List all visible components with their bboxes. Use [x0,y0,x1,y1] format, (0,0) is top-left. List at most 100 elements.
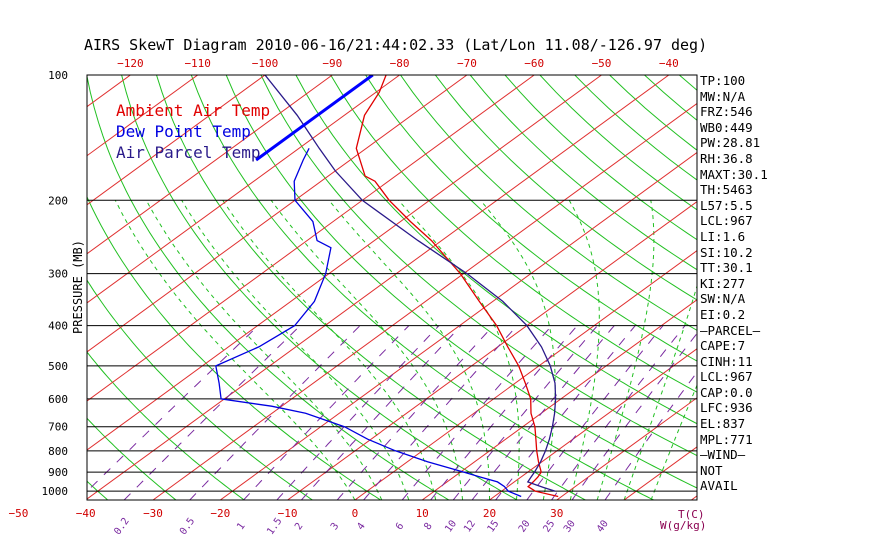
top-temp-tick-label: −60 [524,57,544,70]
index-th: TH:5463 [700,182,753,198]
moist-adiabat-grid [114,199,697,500]
dry-adiabat [365,75,697,362]
index-tt: TT:30.1 [700,260,753,276]
bottom-temp-tick-label: 10 [416,507,429,520]
dry-adiabat [225,75,697,489]
y-axis-label: PRESSURE (MB) [71,240,85,334]
pressure-tick-label: 800 [48,445,68,458]
isotherm-line [489,348,697,500]
isotherm-line [87,75,535,402]
wind-not: NOT [700,462,723,478]
mixing-ratio-grid [87,325,697,500]
x-axis-label: T(C) [678,508,705,521]
dew-point-temp-line [215,148,522,498]
moist-adiabat [328,199,490,500]
top-temp-tick-label: −40 [659,57,679,70]
mixing-ratio-line [301,325,462,500]
dry-adiabat [87,351,245,500]
mixing-ratio-line [604,371,697,500]
mixing-ratio-tick-label: 3 [329,521,341,532]
mixing-ratio-line [123,325,301,500]
index-maxt: MAXT:30.1 [700,166,768,182]
mixing-ratio-line [526,325,664,500]
dry-adiabat [400,75,697,331]
mixing-ratio-line [471,325,615,500]
mixing-ratio-tick-label: 1 [235,521,247,532]
index-si: SI:10.2 [700,244,753,260]
mixing-ratio-axis-label: W(g/kg) [660,519,706,532]
bottom-temp-tick-label: −40 [76,507,96,520]
moist-adiabat [222,200,437,500]
moist-adiabat [181,200,410,500]
index-lcl: LCL:967 [700,213,753,229]
pressure-tick-label: 400 [48,320,68,333]
mixing-ratio-line [452,325,598,500]
isotherm-line [87,75,333,255]
isotherm-grid [87,75,697,500]
dry-adiabat [260,75,697,457]
dry-adiabat [469,75,697,271]
series-layer [215,75,559,498]
top-temp-tick-label: −80 [390,57,410,70]
moist-adiabat [398,199,520,500]
bottom-temp-tick-label: −20 [210,507,230,520]
index-lfc: LFC:936 [700,400,753,416]
wind-header: —WIND— [700,447,746,463]
isotherm-line [87,75,266,206]
isotherm-line [287,200,697,500]
index-cape: CAPE:7 [700,338,746,354]
isotherm-line [354,250,697,500]
chart-title: AIRS SkewT Diagram 2010-06-16/21:44:02.3… [84,36,708,54]
tropopause-line [255,75,374,162]
isotherm-line [152,102,697,500]
isotherm-line [87,75,602,451]
isotherm-line [87,75,670,500]
moist-adiabat [114,200,356,500]
pressure-tick-label: 1000 [42,485,69,498]
pressure-axis: 100 200 300 400 500 600 700 800 900 1000 [42,69,69,498]
parcel-header: —PARCEL— [700,322,761,338]
legend: Ambient Air Temp Dew Point Temp Air Parc… [116,100,270,163]
index-frz: FRZ:546 [700,104,753,120]
top-temp-tick-label: −100 [252,57,279,70]
top-temp-tick-label: −90 [322,57,342,70]
pressure-tick-label: 200 [48,194,68,207]
mixing-ratio-line [276,325,440,500]
mixing-ratio-line [430,325,578,500]
wind-avail: AVAIL [700,478,738,494]
plot-frame [86,74,698,501]
isobar-grid [87,74,697,492]
air-parcel-temp-line [264,75,557,492]
isotherm-line [556,397,697,500]
moist-adiabat [480,199,556,500]
isotherm-line [87,75,198,157]
legend-item-dewpoint: Dew Point Temp [116,122,251,141]
isotherm-line [87,75,400,304]
dry-adiabat [87,75,450,500]
pressure-tick-label: 500 [48,360,68,373]
top-temp-tick-label: −70 [457,57,477,70]
pressure-tick-label: 700 [48,421,68,434]
mixing-ratio-line [495,325,636,500]
mixing-ratio-line [189,325,361,500]
index-el: EL:837 [700,416,746,432]
index-ei: EI:0.2 [700,306,746,322]
pressure-tick-label: 600 [48,393,68,406]
mixing-ratio-line [401,325,553,500]
index-li: LI:1.6 [700,228,746,244]
mixing-ratio-line [336,325,494,500]
bottom-temp-tick-label: 20 [483,507,496,520]
bottom-temp-tick-label: 0 [352,507,359,520]
bottom-temp-tick-label: 30 [550,507,563,520]
index-tp: TP:100 [700,73,746,88]
index-mpl: MPL:771 [700,431,753,447]
mixing-ratio-tick-label: 2 [293,521,305,532]
index-l57: L57:5.5 [700,197,753,213]
moist-adiabat [145,200,383,500]
top-temp-tick-label: −50 [592,57,612,70]
moist-adiabat [596,200,655,500]
bottom-temp-tick-label: −50 [8,507,28,520]
dry-adiabat [87,417,177,500]
top-temperature-axis: −120 −110 −100 −90 −80 −70 −60 −50 −40 [117,57,679,70]
